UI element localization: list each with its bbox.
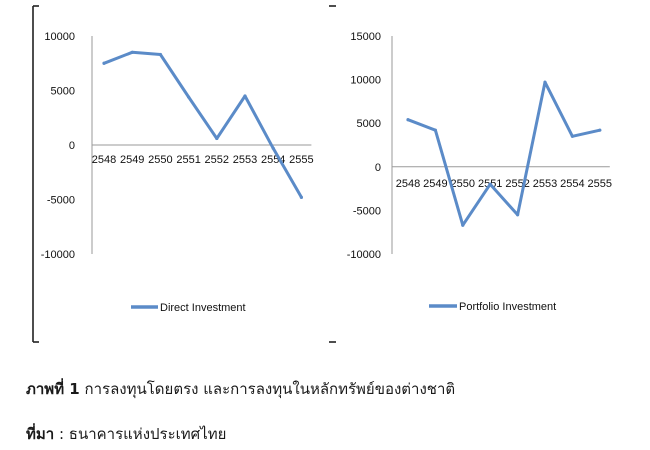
- y-tick-label: 5000: [51, 86, 75, 98]
- data-point: [215, 136, 219, 141]
- portfolio-investment-chart: 15000 10000 5000 0 -5000 -10000 2548 2549 2550 25…: [347, 31, 612, 313]
- x-tick-label: 2548: [396, 178, 420, 190]
- data-point: [433, 128, 437, 132]
- data-point: [543, 80, 547, 84]
- y-tick-label: 10000: [44, 31, 75, 43]
- x-tick-label: 2555: [588, 178, 612, 190]
- x-tick-label: 2552: [205, 154, 229, 166]
- source-caption: ที่มา : ธนาคารแห่งประเทศไทย: [26, 422, 226, 446]
- direct-investment-chart: 10000 5000 0 -5000 -10000 2548 2549 2550 2551 255…: [41, 31, 314, 314]
- data-point: [461, 223, 465, 227]
- y-tick-label: 10000: [350, 75, 381, 87]
- figure-label: ภาพที่ 1: [26, 380, 80, 398]
- y-tick-label: -5000: [47, 195, 75, 207]
- data-point: [130, 50, 134, 54]
- chart-frame: [32, 5, 336, 343]
- figure-caption: ภาพที่ 1 การลงทุนโดยตรง และการลงทุนในหลั…: [26, 377, 455, 401]
- x-tick-label: 2549: [423, 178, 447, 190]
- data-point: [488, 182, 492, 186]
- data-point: [158, 52, 162, 57]
- x-tick-label: 2551: [176, 154, 200, 166]
- x-tick-label: 2553: [233, 154, 257, 166]
- legend-label: Portfolio Investment: [459, 301, 556, 313]
- x-tick-label: 2550: [451, 178, 475, 190]
- data-point: [516, 213, 520, 217]
- y-tick-label: -5000: [353, 205, 381, 217]
- x-tick-label: 2555: [289, 154, 313, 166]
- figure-text: การลงทุนโดยตรง และการลงทุนในหลักทรัพย์ขอ…: [84, 380, 456, 398]
- data-point: [271, 146, 275, 150]
- data-point: [299, 195, 303, 199]
- y-tick-label: 5000: [357, 118, 381, 130]
- x-tick-label: 2548: [92, 154, 116, 166]
- x-tick-label: 2554: [560, 178, 584, 190]
- y-tick-label: -10000: [347, 249, 381, 261]
- data-point: [243, 94, 247, 98]
- source-text: : ธนาคารแห่งประเทศไทย: [54, 425, 227, 443]
- data-point: [187, 95, 191, 99]
- series-line: [406, 80, 602, 227]
- y-tick-label: 0: [69, 140, 75, 152]
- y-tick-label: 0: [375, 162, 381, 174]
- x-tick-label: 2550: [148, 154, 172, 166]
- x-tick-label: 2553: [533, 178, 557, 190]
- legend-label: Direct Investment: [160, 302, 246, 314]
- y-tick-label: -10000: [41, 249, 75, 261]
- data-point: [406, 118, 410, 122]
- data-point: [598, 128, 602, 132]
- data-point: [570, 134, 575, 138]
- data-point: [102, 61, 106, 65]
- x-tick-label: 2549: [120, 154, 144, 166]
- y-tick-label: 15000: [350, 31, 381, 43]
- source-label: ที่มา: [26, 425, 55, 443]
- series-line: [102, 50, 303, 199]
